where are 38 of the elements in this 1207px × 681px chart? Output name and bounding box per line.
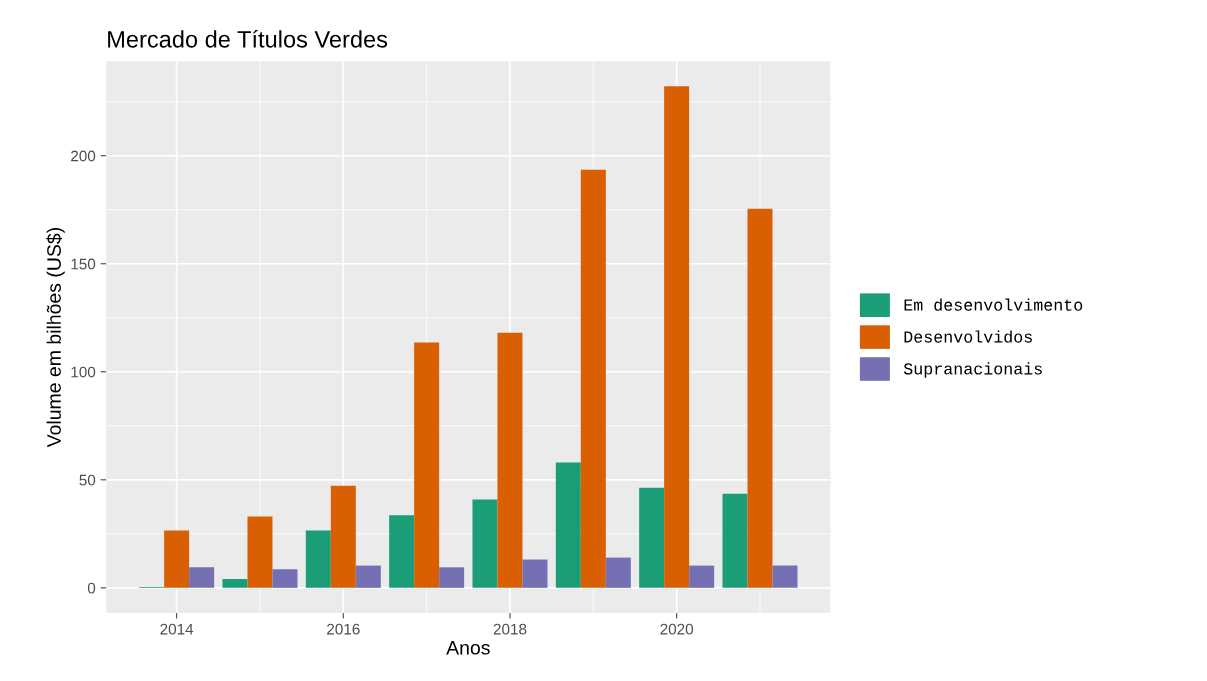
bar	[580, 169, 606, 588]
bar	[414, 342, 440, 588]
x-tick-label: 2018	[493, 623, 527, 635]
bar	[355, 565, 381, 588]
x-tick-label: 2014	[160, 623, 194, 635]
legend-label: Desenvolvidos	[904, 330, 1032, 343]
y-axis-title: Volume em bilhões (US$)	[46, 228, 65, 448]
x-axis-title: Anos	[446, 641, 490, 655]
y-tick-label: 100	[71, 366, 96, 378]
bar	[522, 559, 548, 588]
bar	[222, 578, 248, 588]
bar	[164, 530, 190, 588]
bar	[472, 499, 498, 588]
y-tick-label: 150	[71, 258, 96, 270]
bar	[664, 86, 690, 588]
bar	[747, 208, 773, 588]
bar	[330, 485, 356, 588]
bar	[389, 515, 415, 588]
y-tick-label: 50	[79, 474, 96, 486]
bar	[639, 487, 665, 588]
bar	[605, 557, 631, 588]
y-tick-label: 200	[71, 150, 96, 162]
x-tick-label: 2016	[327, 623, 360, 635]
bar	[689, 565, 715, 588]
y-tick-label: 0	[87, 582, 96, 594]
legend-label: Em desenvolvimento	[904, 298, 1083, 311]
bar	[305, 530, 331, 588]
legend-label: Supranacionais	[903, 362, 1042, 378]
bar	[497, 332, 523, 588]
bar	[555, 462, 581, 588]
bar	[247, 516, 273, 588]
bar	[439, 567, 465, 588]
bar	[272, 569, 298, 588]
chart-title: Mercado de Títulos Verdes	[108, 30, 388, 48]
x-tick-label: 2020	[660, 623, 694, 635]
bar	[722, 493, 748, 588]
bar	[189, 567, 215, 588]
bar	[772, 565, 798, 588]
